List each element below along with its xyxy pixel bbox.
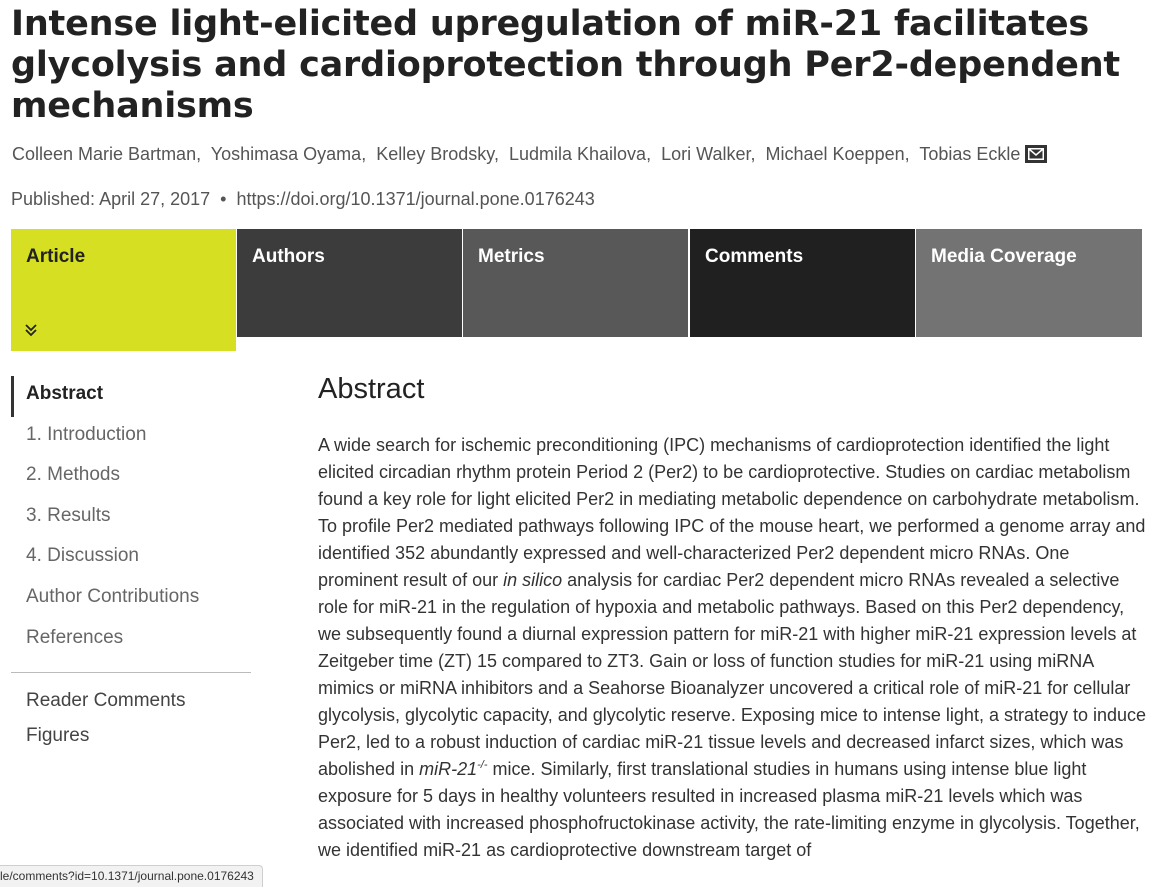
abstract-superscript-text: -/- xyxy=(477,759,488,771)
author-link[interactable]: Michael Koeppen xyxy=(765,144,905,164)
author-separator: , xyxy=(493,144,499,164)
tab-label: Article xyxy=(26,246,86,267)
tab-article[interactable]: Article xyxy=(11,229,236,351)
publication-info: Published: April 27, 2017 • https://doi.or… xyxy=(11,189,595,210)
publication-date: Published: April 27, 2017 xyxy=(11,189,211,209)
author-link[interactable]: Kelley Brodsky xyxy=(376,144,494,164)
nav-item-results[interactable]: 3. Results xyxy=(26,504,111,526)
abstract-superscript: -/- xyxy=(477,759,487,771)
nav-divider xyxy=(11,672,251,674)
author-separator: , xyxy=(750,144,756,164)
author-list: Colleen Marie Bartman, Yoshimasa Oyama, … xyxy=(12,144,1048,165)
abstract-heading: Abstract xyxy=(318,373,425,405)
abstract-text-part: mice. Similarly, first translational stu… xyxy=(318,759,1140,860)
author-link[interactable]: Lori Walker xyxy=(661,144,751,164)
author-link[interactable]: Tobias Eckle xyxy=(919,144,1021,164)
tab-label: Media Coverage xyxy=(931,246,1077,267)
abstract-text: A wide search for ischemic preconditioni… xyxy=(318,432,1148,864)
author-separator: , xyxy=(196,144,202,164)
browser-status-bar: le/comments?id=10.1371/journal.pone.0176… xyxy=(0,865,263,887)
article-title: Intense light-elicited upregulation of m… xyxy=(11,4,1120,126)
nav-item-introduction[interactable]: 1. Introduction xyxy=(26,423,147,445)
doi-link[interactable]: https://doi.org/10.1371/journal.pone.017… xyxy=(236,189,595,209)
author-separator: , xyxy=(361,144,367,164)
author-separator: , xyxy=(904,144,910,164)
author-link[interactable]: Colleen Marie Bartman xyxy=(12,144,197,164)
nav-item-abstract[interactable]: Abstract xyxy=(11,376,251,417)
section-navigation: Abstract 1. Introduction 2. Methods 3. R… xyxy=(11,376,251,757)
tab-label: Comments xyxy=(705,246,804,267)
abstract-text-part: A wide search for ischemic preconditioni… xyxy=(318,435,1146,590)
abstract-italic-gene: miR-21 xyxy=(419,759,478,779)
nav-item-author-contributions[interactable]: Author Contributions xyxy=(26,585,200,607)
author-separator: , xyxy=(646,144,652,164)
bullet-separator: • xyxy=(220,189,227,209)
tab-authors[interactable]: Authors xyxy=(237,229,462,337)
abstract-text-part: analysis for cardiac Per2 dependent micr… xyxy=(318,570,1147,779)
tab-media-coverage[interactable]: Media Coverage xyxy=(916,229,1142,337)
mail-icon[interactable] xyxy=(1025,145,1048,163)
tab-label: Metrics xyxy=(478,246,545,267)
tab-metrics[interactable]: Metrics xyxy=(463,229,688,337)
tab-comments[interactable]: Comments xyxy=(690,229,915,337)
nav-item-methods[interactable]: 2. Methods xyxy=(26,464,120,486)
author-link[interactable]: Ludmila Khailova xyxy=(508,144,647,164)
author-link[interactable]: Yoshimasa Oyama xyxy=(210,144,362,164)
nav-item-references[interactable]: References xyxy=(26,626,124,648)
article-tabs: Article Authors Metrics Comments Media C… xyxy=(11,229,1142,351)
double-chevron-down-icon xyxy=(24,321,38,343)
nav-item-reader-comments[interactable]: Reader Comments xyxy=(26,690,186,712)
abstract-italic-term: in silico xyxy=(503,570,563,590)
nav-item-figures[interactable]: Figures xyxy=(26,725,90,747)
nav-item-discussion[interactable]: 4. Discussion xyxy=(26,545,139,567)
tab-label: Authors xyxy=(252,246,325,267)
